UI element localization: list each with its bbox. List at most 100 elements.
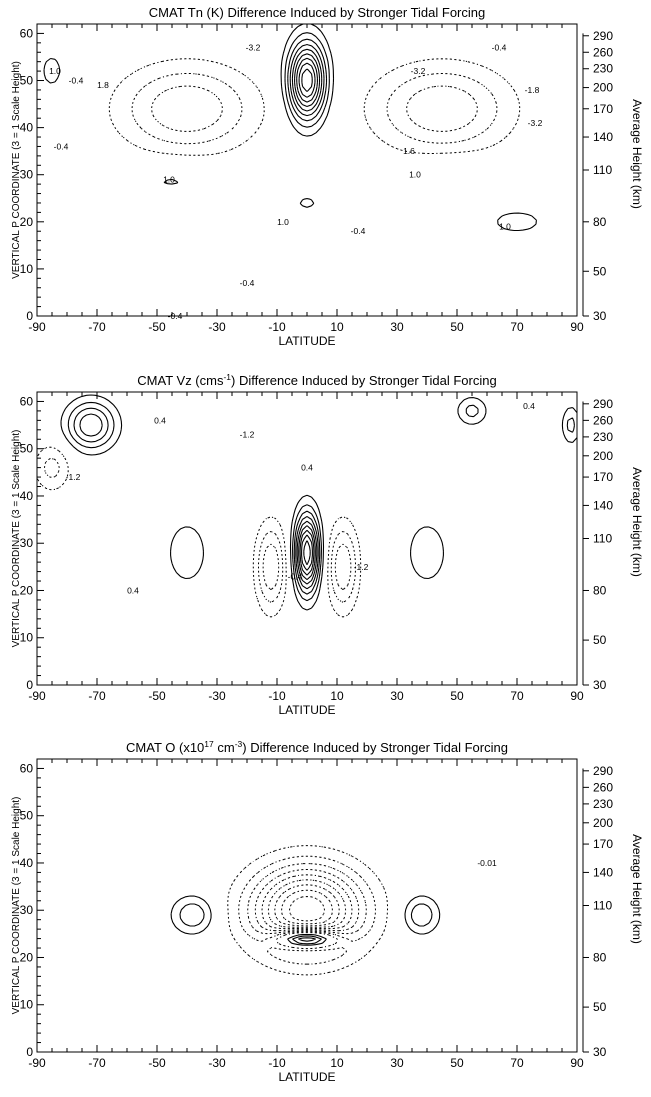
y-tick-label: 10	[20, 262, 34, 276]
chart-panel-1: CMAT Tn (K) Difference Induced by Strong…	[11, 5, 644, 348]
height-tick-label: 50	[593, 1000, 607, 1014]
height-tick-label: 80	[593, 950, 607, 964]
x-tick-label: -90	[28, 1056, 46, 1070]
x-tick-label: -10	[268, 689, 286, 703]
contour-label: -3.2	[246, 43, 261, 53]
contour-positive	[298, 525, 316, 581]
contour-label: 1.8	[97, 80, 109, 90]
height-tick-label: 170	[593, 837, 613, 851]
contour-negative	[261, 874, 353, 930]
height-tick-label: 260	[593, 413, 613, 427]
y-tick-label: 40	[20, 121, 34, 135]
x-tick-label: 90	[570, 320, 584, 334]
contour-label: 0.4	[154, 415, 166, 425]
height-tick-label: 30	[593, 309, 607, 323]
title-part: -3	[235, 739, 243, 749]
title-part: -1	[223, 372, 231, 382]
contour-negative	[267, 879, 347, 928]
y-axis: 0 10 20 30 40 50 60 VERTICAL P COORDINATE (3 = …	[11, 23, 44, 323]
contour-positive	[294, 53, 321, 108]
contour-positive	[301, 68, 313, 92]
y-tick-label: 0	[26, 678, 33, 692]
height-tick-label: 140	[593, 130, 613, 144]
contour-label: 1.0	[277, 217, 289, 227]
x-tick-label: 30	[390, 689, 404, 703]
height-axis: 30 50 80 110 140 170 200 230 260 290 Average Heigh…	[582, 764, 644, 1059]
x-tick-label: -50	[148, 1056, 166, 1070]
contour-label: 1.0	[409, 170, 421, 180]
y-tick-label: 20	[20, 950, 34, 964]
title-part: CMAT Tn (K) Difference Induced by Strong…	[149, 5, 485, 20]
contour-positive	[287, 38, 328, 122]
contour-negative	[151, 85, 478, 132]
height-tick-label: 140	[593, 865, 613, 879]
y-axis: 0 10 20 30 40 50 60 VERTICAL P COORDINATE (3 = …	[11, 758, 44, 1059]
y-tick-label: 50	[20, 74, 34, 88]
y-axis: 0 10 20 30 40 50 60 VERTICAL P COORDINATE (3 = …	[11, 391, 44, 692]
height-tick-label: 230	[593, 797, 613, 811]
contour-label: 1.6	[403, 146, 415, 156]
contour-label: 0.4	[127, 585, 139, 595]
height-tick-label: 30	[593, 1045, 607, 1059]
title-part: ) Difference Induced by Stronger Tidal F…	[231, 373, 497, 388]
y-tick-label: 30	[20, 903, 34, 917]
height-tick-label: 80	[593, 583, 607, 597]
contour-positive	[298, 937, 316, 942]
contour-negative	[227, 845, 388, 976]
x-tick-label: -70	[88, 1056, 106, 1070]
contour-negative	[131, 73, 498, 145]
height-tick-label: 200	[593, 81, 613, 95]
height-tick-label: 50	[593, 264, 607, 278]
contour-negative	[37, 446, 362, 618]
contour-positive	[298, 62, 316, 98]
chart-panel-2: CMAT Vz (cms-1) Difference Induced by St…	[11, 372, 644, 717]
x-tick-label: -70	[88, 689, 106, 703]
contour-label: -3.2	[411, 66, 426, 76]
contour-label: 0.4	[523, 401, 535, 411]
contour-negative	[274, 884, 340, 927]
x-tick-label: 10	[330, 1056, 344, 1070]
y-tick-label: 30	[20, 168, 34, 182]
height-axis: 30 50 80 110 140 170 200 230 260 290 Average Heigh…	[582, 397, 644, 692]
height-axis-label: Average Height (km)	[630, 467, 644, 577]
y-tick-label: 20	[20, 583, 34, 597]
height-tick-label: 260	[593, 780, 613, 794]
x-axis-label: LATITUDE	[278, 703, 335, 717]
height-tick-label: 230	[593, 430, 613, 444]
x-tick-label: -30	[208, 320, 226, 334]
contour-label: -3.2	[528, 118, 543, 128]
contour-negative	[247, 863, 367, 935]
contour-negative	[238, 855, 376, 965]
y-tick-label: 60	[20, 394, 34, 408]
x-axis: -90 -70 -50 -30 -10 10 30 50 70 90 LATITUDE	[28, 24, 584, 348]
contour-lines	[37, 394, 577, 618]
x-tick-label: -70	[88, 320, 106, 334]
contour-positive	[301, 534, 313, 571]
y-tick-label: 0	[26, 1045, 33, 1059]
x-tick-label: 10	[330, 689, 344, 703]
contour-positive	[179, 903, 433, 945]
y-tick-label: 60	[20, 26, 34, 40]
plot-frame	[36, 391, 578, 686]
contour-label: -0.4	[54, 141, 69, 151]
contour-negative	[108, 58, 521, 156]
contour-negative	[262, 543, 352, 590]
x-tick-label: 70	[510, 1056, 524, 1070]
height-tick-label: 200	[593, 816, 613, 830]
contour-label: -0.4	[288, 571, 303, 581]
contour-positive	[289, 43, 325, 117]
title-part: CMAT O (x10	[126, 740, 204, 755]
chart-panel-3: CMAT O (x1017 cm-3) Difference Induced b…	[11, 739, 644, 1084]
x-tick-label: 70	[510, 689, 524, 703]
y-tick-label: 30	[20, 536, 34, 550]
y-tick-label: 60	[20, 761, 34, 775]
height-tick-label: 260	[593, 45, 613, 59]
x-tick-label: -90	[28, 689, 46, 703]
height-axis-label: Average Height (km)	[630, 99, 644, 209]
x-axis: -90 -70 -50 -30 -10 10 30 50 70 90 LATITUDE	[28, 759, 584, 1084]
contour-positive	[291, 48, 323, 112]
contour-positive	[303, 540, 311, 565]
contour-negative	[289, 896, 325, 922]
x-axis-label: LATITUDE	[278, 334, 335, 348]
